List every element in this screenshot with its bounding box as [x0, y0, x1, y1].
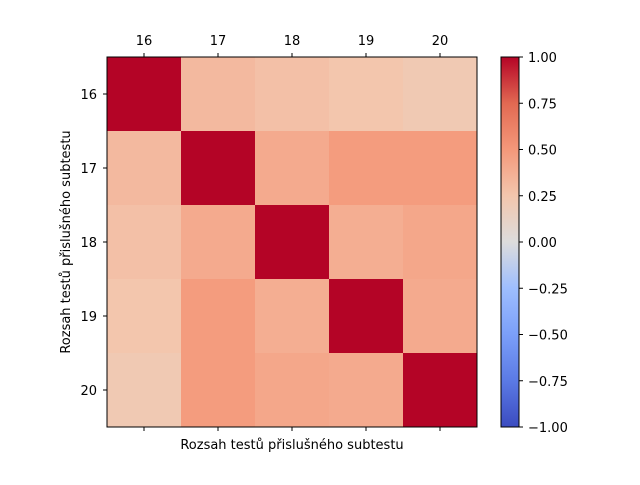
- heatmap-cell: [329, 353, 404, 428]
- x-tick-label: 18: [284, 34, 301, 49]
- x-tick-label: 20: [432, 34, 449, 49]
- x-tick-label: 19: [358, 34, 375, 49]
- heatmap-cell: [403, 205, 478, 280]
- x-tick-label: 16: [136, 34, 153, 49]
- colorbar-tick-label: −0.50: [528, 329, 568, 344]
- colorbar-tick-label: −0.75: [528, 375, 568, 390]
- y-tick-label: 20: [80, 384, 97, 399]
- heatmap-cell: [181, 353, 256, 428]
- y-axis-label: Rozsah testů přislušného subtestu: [59, 130, 74, 353]
- heatmap-cell: [403, 57, 478, 132]
- colorbar-tick-label: −0.25: [528, 282, 568, 297]
- heatmap-cell: [403, 279, 478, 354]
- y-tick-label: 19: [80, 310, 97, 325]
- y-ticks: 16 17 18 19 20: [80, 88, 107, 399]
- heatmap-cell: [329, 57, 404, 132]
- x-tick-label: 17: [210, 34, 227, 49]
- heatmap-cell: [329, 205, 404, 280]
- y-tick-label: 16: [80, 88, 97, 103]
- heatmap-cell: [107, 205, 182, 280]
- heatmap-cell: [181, 131, 256, 206]
- heatmap-cell: [255, 131, 330, 206]
- heatmap-cell: [181, 279, 256, 354]
- colorbar-tick-label: 0.50: [528, 144, 557, 159]
- colorbar: 1.00 0.75 0.50 0.25 0.00 −0.25 −0.50 −0.75 −1.00: [500, 51, 568, 436]
- colorbar-tick-label: −1.00: [528, 421, 568, 436]
- heatmap-cell: [255, 279, 330, 354]
- heatmap-cell: [255, 205, 330, 280]
- heatmap-cell: [107, 279, 182, 354]
- heatmap-cell: [181, 205, 256, 280]
- heatmap-cell: [403, 353, 478, 428]
- y-tick-label: 18: [80, 236, 97, 251]
- heatmap-cells: [107, 57, 478, 428]
- heatmap-cell: [255, 57, 330, 132]
- heatmap-cell: [329, 279, 404, 354]
- heatmap-cell: [329, 131, 404, 206]
- x-axis-label: Rozsah testů přislušného subtestu: [180, 438, 403, 453]
- heatmap-cell: [107, 131, 182, 206]
- colorbar-tick-label: 0.75: [528, 97, 557, 112]
- heatmap-cell: [107, 353, 182, 428]
- colorbar-tick-label: 1.00: [528, 51, 557, 66]
- colorbar-tick-label: 0.25: [528, 190, 557, 205]
- colorbar-tick-label: 0.00: [528, 236, 557, 251]
- x-ticks: 16 17 18 19 20: [136, 34, 449, 431]
- colorbar-ticks: 1.00 0.75 0.50 0.25 0.00 −0.25 −0.50 −0.75 −1.00: [519, 51, 568, 436]
- heatmap-cell: [255, 353, 330, 428]
- heatmap-cell: [181, 57, 256, 132]
- y-tick-label: 17: [80, 162, 97, 177]
- heatmap-cell: [107, 57, 182, 132]
- heatmap-cell: [403, 131, 478, 206]
- colorbar-gradient: [501, 57, 519, 427]
